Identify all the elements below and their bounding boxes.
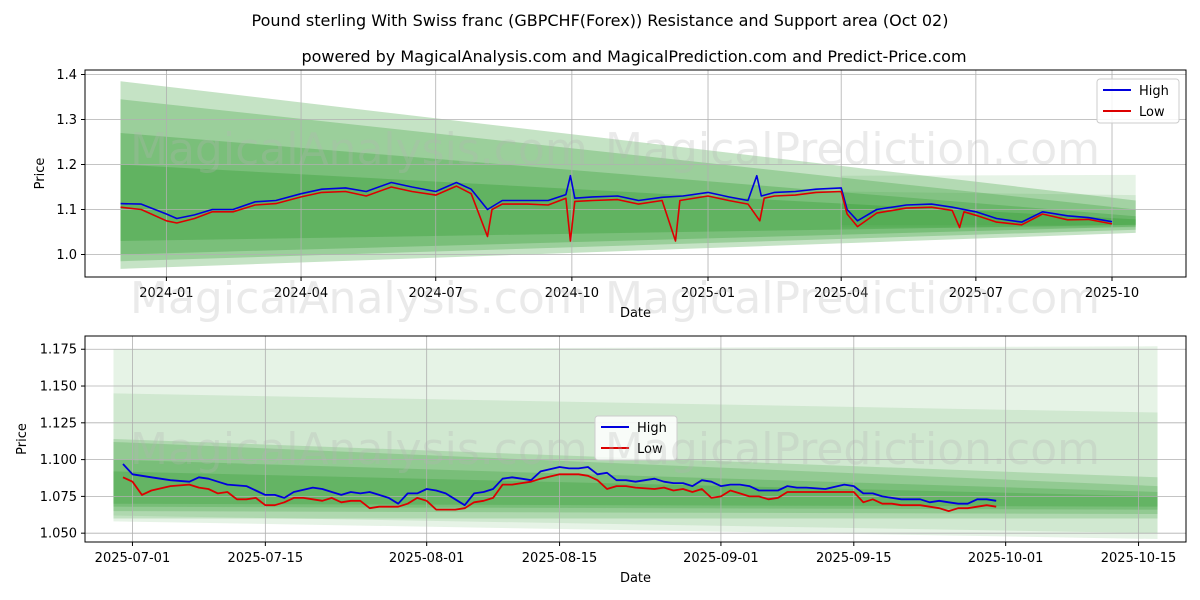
y-tick-label: 1.100 (40, 453, 77, 468)
series-line-high-1 (120, 174, 1113, 223)
x-tick-label: 2025-08-01 (389, 551, 465, 566)
chart-subtitle: powered by MagicalAnalysis.com and Magic… (301, 47, 966, 66)
x-tick-label: 2025-07-01 (95, 551, 171, 566)
y-tick-label: 1.1 (56, 203, 77, 218)
watermark-text: MagicalPrediction.com (605, 273, 1100, 324)
y-axis-label: Price (15, 423, 30, 455)
axes-frame-2 (84, 335, 1187, 543)
x-tick-label: 2025-08-15 (522, 551, 598, 566)
band-1-3 (120, 133, 1136, 255)
watermark-text: MagicalAnalysis.com (130, 424, 588, 475)
x-tick-label: 2024-07 (409, 286, 463, 301)
y-tick-label: 1.4 (56, 68, 77, 83)
x-tick-label: 2025-10-15 (1101, 551, 1177, 566)
chart-title: Pound sterling With Swiss franc (GBPCHF(… (252, 11, 949, 30)
band-1-1 (120, 81, 1136, 269)
legend-label-low: Low (637, 442, 663, 457)
y-tick-label: 1.075 (40, 490, 77, 505)
legend-2: High Low (594, 415, 678, 461)
legend-label-high: High (1139, 84, 1169, 99)
x-tick-label: 2025-01 (681, 286, 735, 301)
band-1-4 (120, 164, 1136, 241)
y-tick-label: 1.2 (56, 158, 77, 173)
y-tick-label: 1.0 (56, 248, 77, 263)
y-tick-label: 1.3 (56, 113, 77, 128)
watermark-text: MagicalPrediction.com (605, 124, 1100, 175)
x-axis-label: Date (620, 306, 651, 321)
x-tick-label: 2025-09-15 (816, 551, 892, 566)
x-tick-label: 2025-07-15 (228, 551, 304, 566)
y-tick-label: 1.175 (40, 343, 77, 358)
y-tick-label: 1.050 (40, 527, 77, 542)
chart-panel-2: 2025-07-01 2025-07-15 2025-08-01 2025-08-15… (15, 335, 1187, 586)
axes-frame-1 (84, 69, 1187, 278)
x-tick-label: 2025-04 (814, 286, 868, 301)
series-line-low-1 (120, 185, 1113, 242)
x-tick-label: 2024-01 (139, 286, 193, 301)
watermark-text: MagicalPrediction.com (605, 424, 1100, 475)
legend-1: High Low (1096, 78, 1180, 124)
x-tick-label: 2025-10-01 (968, 551, 1044, 566)
x-tick-label: 2025-09-01 (683, 551, 759, 566)
band-1-6 (841, 191, 1136, 226)
x-tick-label: 2025-10 (1085, 286, 1139, 301)
legend-label-high: High (637, 421, 667, 436)
chart-panel-1: 2024-01 2024-04 2024-07 2024-10 2025-01 2025-… (33, 68, 1187, 321)
y-axis-label: Price (33, 158, 48, 190)
series-line-high-2 (122, 463, 997, 507)
x-tick-label: 2024-10 (545, 286, 599, 301)
band-2-5 (113, 459, 1158, 510)
watermark-text: MagicalAnalysis.com (130, 273, 588, 324)
plot-area-1 (85, 70, 1186, 277)
legend-label-low: Low (1139, 105, 1165, 120)
x-tick-label: 2024-04 (274, 286, 328, 301)
y-tick-label: 1.125 (40, 416, 77, 431)
x-tick-label: 2025-07 (949, 286, 1003, 301)
x-axis-label: Date (620, 571, 651, 586)
series-line-low-2 (122, 473, 997, 512)
band-1-2 (120, 99, 1136, 262)
y-tick-label: 1.150 (40, 380, 77, 395)
watermark-text: MagicalAnalysis.com (130, 124, 588, 175)
